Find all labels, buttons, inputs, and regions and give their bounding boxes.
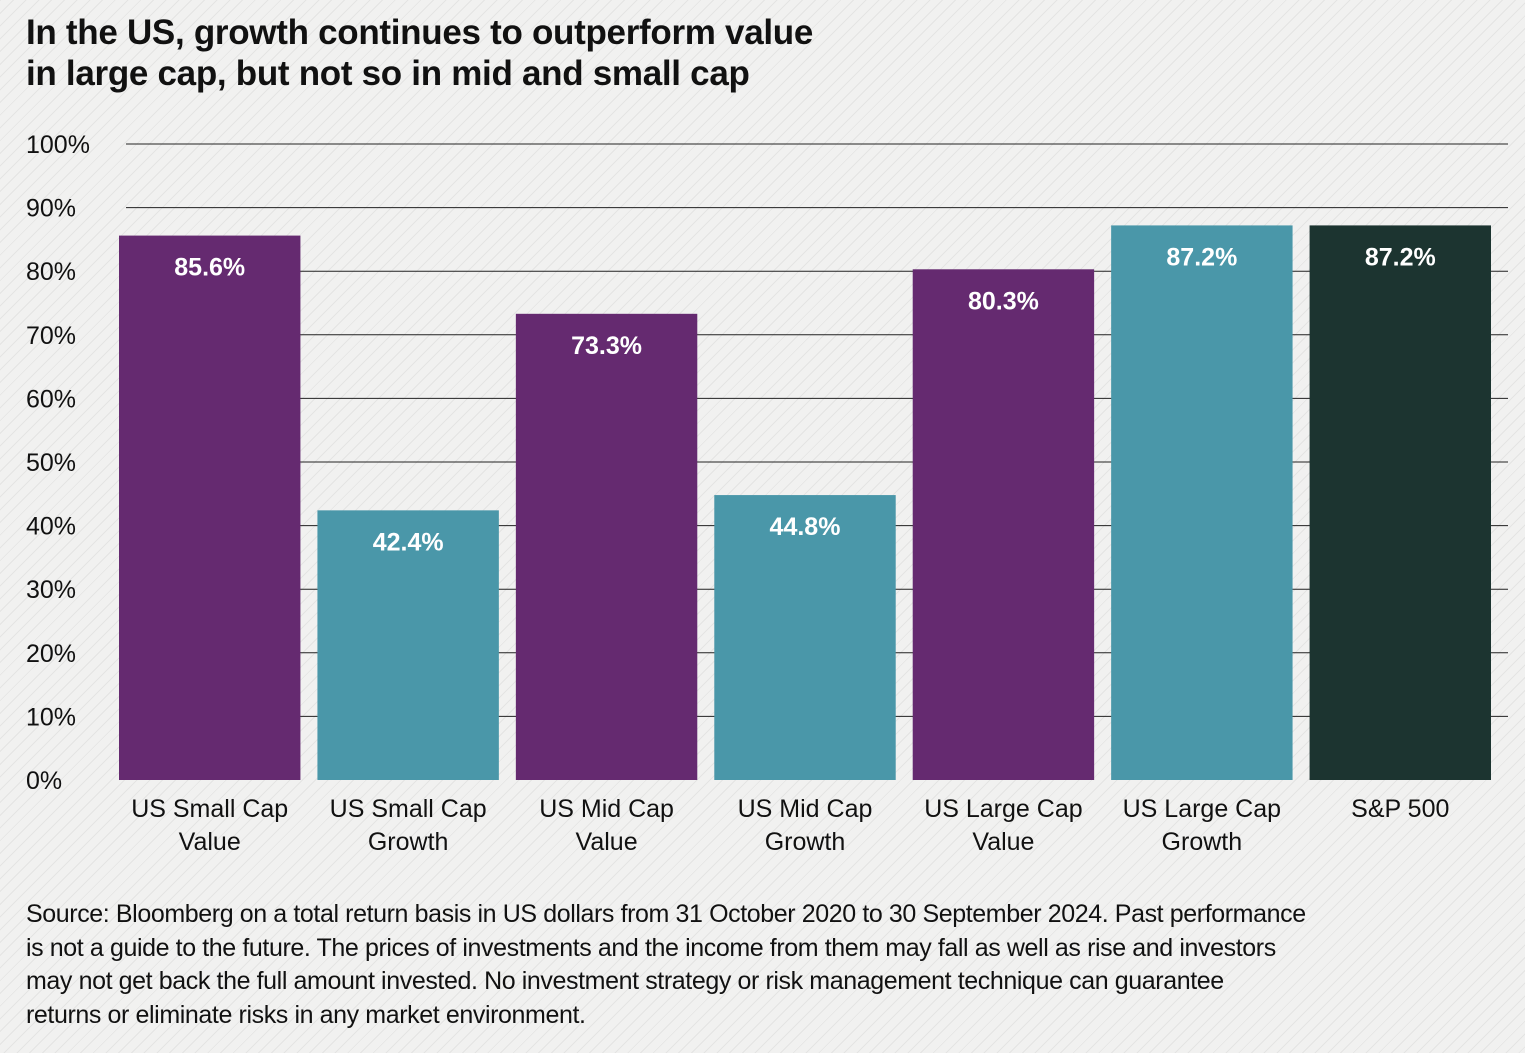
y-tick-label: 50%: [26, 449, 76, 477]
y-axis-tick-labels: 0% 10% 20% 30% 40% 50% 60% 70% 80% 90% 100%: [26, 131, 90, 795]
bar-value: [515, 313, 698, 780]
footnote-line: may not get back the full amount investe…: [26, 967, 1224, 995]
x-category-label: US Small Cap: [131, 795, 288, 823]
x-category-label: Growth: [368, 828, 449, 856]
y-tick-label: 80%: [26, 258, 76, 286]
bar-value: [912, 269, 1095, 780]
y-tick-label: 10%: [26, 703, 76, 731]
y-tick-label: 40%: [26, 513, 76, 541]
bar-benchmark: [1309, 225, 1491, 780]
x-category-label: Value: [179, 828, 241, 856]
x-category-label: Value: [576, 828, 638, 856]
x-category-label: US Mid Cap: [738, 795, 873, 823]
chart-title-line: in large cap, but not so in mid and smal…: [26, 54, 750, 93]
y-tick-label: 90%: [26, 195, 76, 223]
x-category-label: S&P 500: [1351, 795, 1449, 823]
x-category-label: US Large Cap: [924, 795, 1082, 823]
footnote-line: Source: Bloomberg on a total return basi…: [26, 900, 1306, 928]
bar-chart: 0% 10% 20% 30% 40% 50% 60% 70% 80% 90% 100% 85.6% 4…: [26, 131, 1508, 856]
y-tick-label: 70%: [26, 322, 76, 350]
x-category-label: Growth: [765, 828, 846, 856]
y-tick-label: 60%: [26, 385, 76, 413]
bar-value: [119, 235, 301, 781]
y-tick-label: 20%: [26, 640, 76, 668]
x-category-label: US Small Cap: [330, 795, 487, 823]
x-category-label: US Large Cap: [1123, 795, 1281, 823]
bar-value-label: 87.2%: [1166, 243, 1237, 271]
footnote-line: returns or eliminate risks in any market…: [26, 1000, 586, 1029]
chart-title: In the US, growth continues to outperfor…: [26, 12, 926, 94]
x-category-label: US Mid Cap: [539, 795, 674, 823]
y-tick-label: 30%: [26, 576, 76, 604]
footnote-line: is not a guide to the future. The prices…: [26, 933, 1276, 962]
bars: [119, 225, 1491, 781]
bar-value-label: 42.4%: [373, 528, 444, 556]
bar-value-label: 80.3%: [968, 287, 1039, 315]
bar-value-label: 87.2%: [1365, 243, 1436, 271]
bar-growth: [1111, 225, 1293, 780]
bar-growth: [317, 510, 499, 780]
x-axis-category-labels: US Small Cap Value US Small Cap Growth US Mi…: [131, 795, 1449, 856]
x-category-label: Value: [972, 828, 1034, 856]
y-tick-label: 0%: [26, 767, 62, 795]
bar-value-label: 85.6%: [174, 254, 245, 282]
source-footnote: Source: Bloomberg on a total return basi…: [26, 898, 1501, 1032]
bar-growth: [714, 495, 896, 780]
bar-value-label: 44.8%: [770, 513, 841, 541]
y-tick-label: 100%: [26, 131, 90, 159]
x-category-label: Growth: [1162, 828, 1243, 856]
chart-title-line: In the US, growth continues to outperfor…: [26, 13, 814, 52]
bar-value-label: 73.3%: [571, 332, 642, 360]
bar-value-labels: 85.6% 42.4% 73.3% 44.8% 80.3% 87.2% 87.2%: [174, 243, 1435, 556]
